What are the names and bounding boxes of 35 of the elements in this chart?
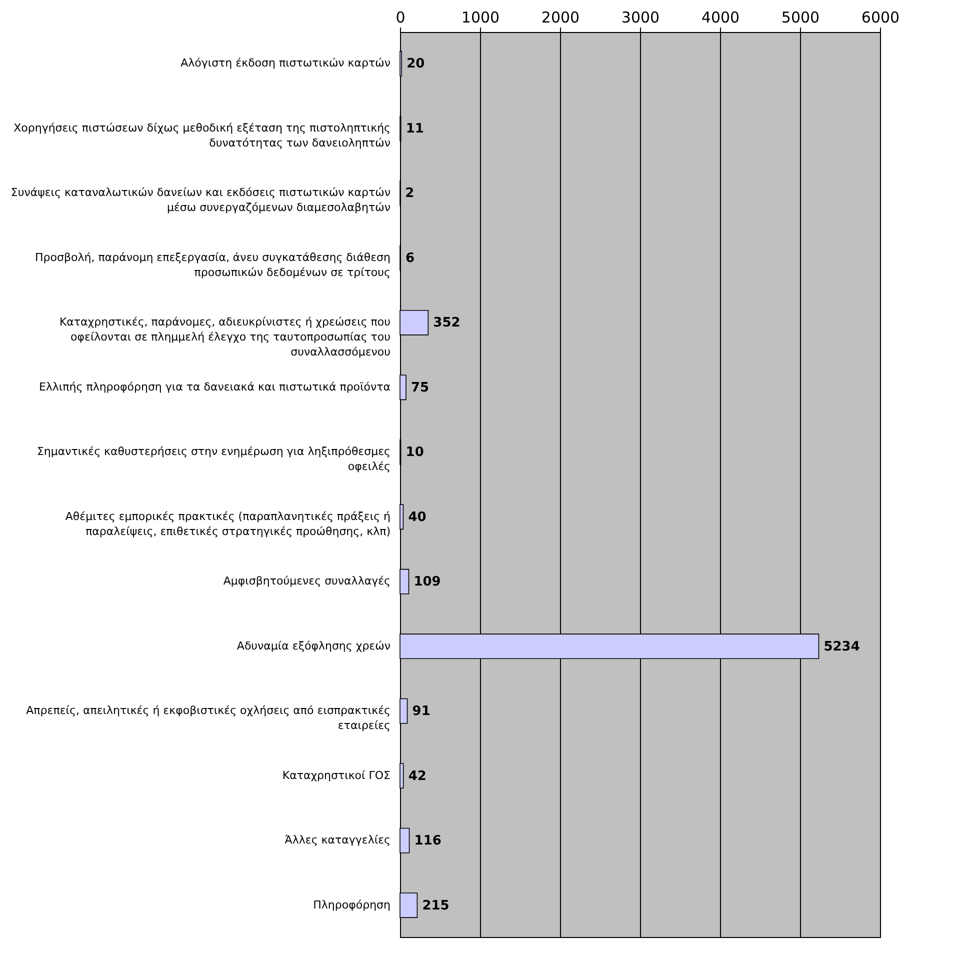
x-tick-label: 4000 [701, 8, 740, 26]
y-tick-label: Αμφισβητούμενες συναλλαγές [223, 574, 390, 588]
y-tick-label: Αδυναμία εξόφλησης χρεών [236, 639, 390, 652]
y-tick-label: Πληροφόρηση [313, 898, 391, 912]
y-tick-label: Συνάψεις καταναλωτικών δανείων και εκδόσεις πιστωτικών καρτών μέσω συνεργαζόμενων διαμεσολαβητών [10, 186, 390, 214]
y-tick-label: Καταχρηστικές, παράνομες, αδιευκρίνιστες ή χρεώσεις που οφείλονται σε πλημμελή έλεγχο της ταυτοπροσωπίας του συναλλασσόμενου [59, 316, 390, 359]
y-tick-label: Καταχρηστικοί ΓΟΣ [282, 768, 391, 782]
data-label: 75 [411, 380, 430, 396]
y-tick-label: Άλλες καταγγελίες [284, 834, 390, 847]
x-tick-label: 2000 [541, 8, 580, 26]
data-label: 116 [414, 834, 442, 849]
y-tick-label: Προσβολή, παράνομη επεξεργασία, άνευ συγκατάθεσης διάθεση προσωπικών δεδομένων σε τρίτους [35, 250, 391, 279]
data-label: 215 [422, 898, 450, 914]
data-label: 20 [406, 56, 425, 72]
data-label: 2 [405, 186, 414, 202]
x-tick-label: 3000 [621, 8, 660, 26]
data-label: 6 [405, 250, 415, 266]
data-label: 5234 [824, 639, 860, 654]
y-tick-label: Σημαντικές καθυστερήσεις στην ενημέρωση για ληξιπρόθεσμες οφειλές [36, 445, 390, 474]
data-label: 40 [408, 510, 426, 525]
x-tick-label: 6000 [861, 8, 900, 26]
x-tick-label: 0 [396, 8, 406, 26]
y-tick-label: Απρεπείς, απειλητικές ή εκφοβιστικές οχλήσεις από εισπρακτικές εταιρείες [26, 704, 390, 732]
y-tick-label: Ελλιπής πληροφόρηση για τα δανειακά και πιστωτικά προϊόντα [38, 380, 390, 394]
y-tick-label: Αθέμιτες εμπορικές πρακτικές (παραπλανητικές πράξεις ή παραλείψεις, επιθετικές στρατηγικές προώθησης, κλπ) [65, 510, 391, 538]
data-label: 91 [412, 704, 430, 720]
data-label: 10 [406, 445, 424, 460]
data-label: 109 [414, 574, 441, 590]
data-label: 42 [408, 768, 426, 784]
x-tick-label: 1000 [461, 8, 500, 26]
x-tick-label: 5000 [781, 8, 820, 26]
data-label: 352 [433, 316, 460, 331]
y-tick-label: Αλόγιστη έκδοση πιστωτικών καρτών [180, 56, 390, 70]
data-label: 11 [406, 121, 424, 136]
y-tick-label: Χορηγήσεις πιστώσεων δίχως μεθοδική εξέταση της πιστοληπτικής δυνατότητας των δανειοληπτών [14, 121, 390, 150]
